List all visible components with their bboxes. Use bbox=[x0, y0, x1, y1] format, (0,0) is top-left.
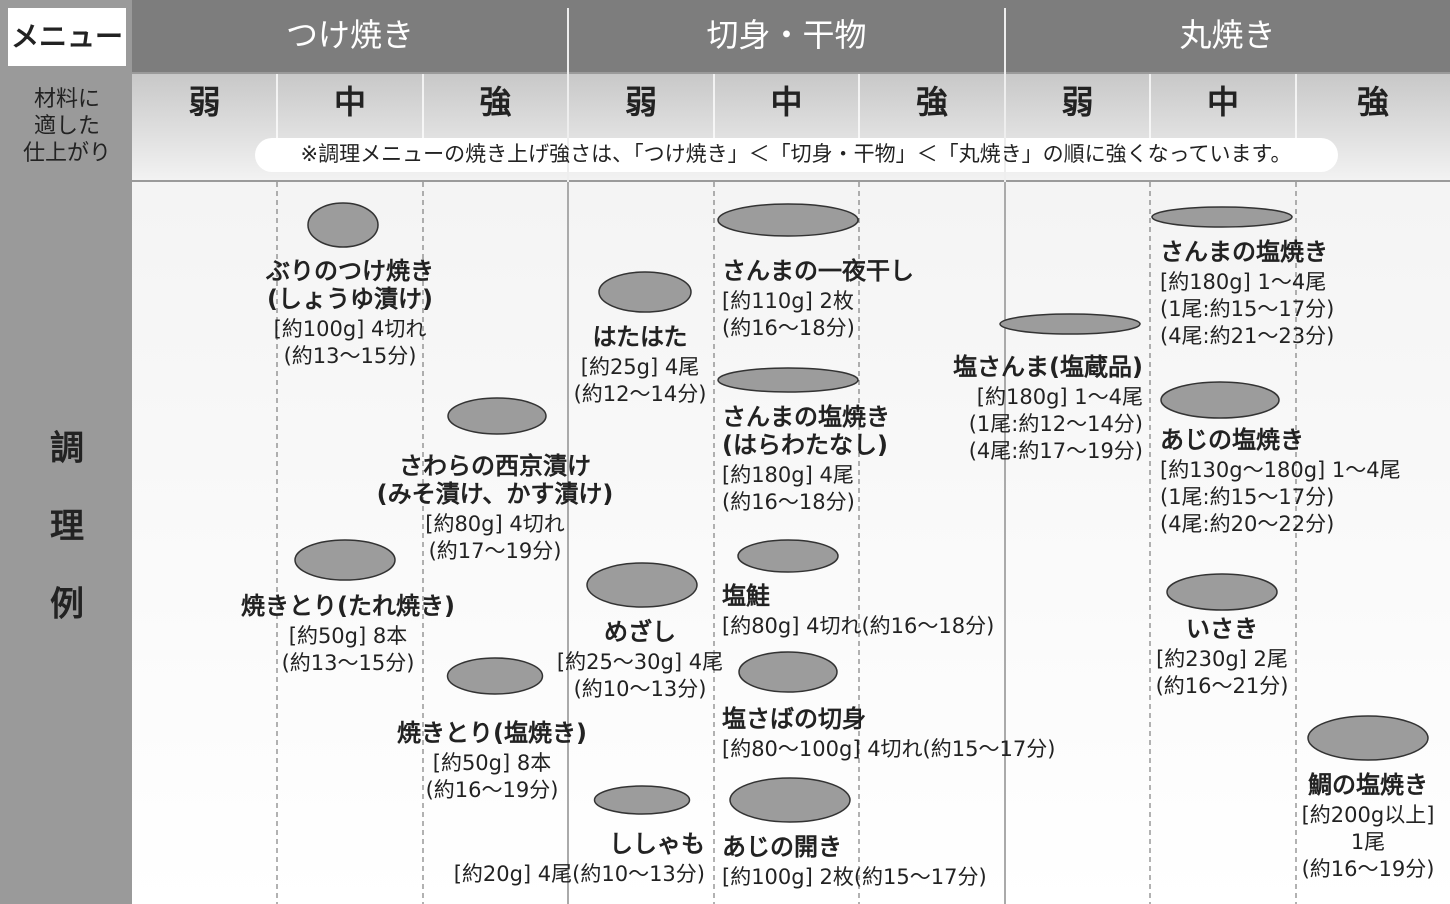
fish-icon bbox=[1307, 715, 1429, 761]
examples-label: 例 bbox=[50, 585, 84, 625]
item-detail: [約25〜30g] 4尾 bbox=[557, 650, 723, 674]
fish-icon bbox=[307, 202, 379, 248]
finish-label: 仕上がり bbox=[23, 141, 111, 166]
level-label: 中 bbox=[770, 83, 802, 121]
item-detail: (約16〜18分) bbox=[722, 490, 855, 514]
level-label: 弱 bbox=[188, 83, 220, 121]
fish-icon bbox=[294, 539, 396, 581]
item-name: はたはた bbox=[592, 323, 687, 351]
level-label: 強 bbox=[479, 83, 511, 121]
fish-icon bbox=[717, 367, 859, 393]
fish-icon bbox=[446, 657, 544, 695]
item-name: めざし bbox=[604, 618, 676, 646]
fish-icon bbox=[586, 562, 698, 608]
level-label: 強 bbox=[916, 83, 948, 121]
item-detail: [約110g] 2枚 bbox=[722, 289, 854, 313]
item-detail: [約100g] 2枚(約15〜17分) bbox=[722, 865, 987, 889]
item-detail: [約80g] 4切れ(約16〜18分) bbox=[722, 614, 994, 638]
fish-icon bbox=[1160, 381, 1280, 419]
item-detail: [約130g〜180g] 1〜4尾 bbox=[1160, 458, 1401, 482]
item-name: 焼きとり(たれ焼き) bbox=[241, 592, 455, 620]
item-detail: (4尾:約17〜19分) bbox=[969, 439, 1143, 463]
header-row bbox=[132, 0, 1450, 72]
level-label: 強 bbox=[1357, 83, 1389, 121]
item-detail: [約180g] 1〜4尾 bbox=[977, 385, 1143, 409]
item-detail: [約100g] 4切れ bbox=[274, 317, 427, 341]
item-detail: 1尾 bbox=[1351, 830, 1385, 854]
item-detail: (約13〜15分) bbox=[284, 344, 417, 368]
item-detail: (約16〜21分) bbox=[1156, 674, 1289, 698]
item-detail: [約25g] 4尾 bbox=[581, 355, 699, 379]
item-name: 塩鮭 bbox=[722, 582, 770, 610]
item-name: 塩さんま(塩蔵品) bbox=[953, 353, 1143, 381]
item-name: あじの開き bbox=[722, 833, 842, 861]
item-name: 鯛の塩焼き bbox=[1308, 771, 1428, 799]
fish-icon bbox=[593, 785, 691, 815]
fish-icon bbox=[447, 397, 547, 435]
item-detail: [約230g] 2尾 bbox=[1156, 647, 1288, 671]
finish-label: 材料に bbox=[34, 87, 100, 112]
item-detail: (約13〜15分) bbox=[282, 651, 415, 675]
item-detail: [約20g] 4尾(約10〜13分) bbox=[454, 862, 705, 886]
group-label: 切身・干物 bbox=[706, 16, 866, 54]
item-detail: (約12〜14分) bbox=[574, 382, 707, 406]
item-name: (みそ漬け、かす漬け) bbox=[377, 480, 614, 508]
item-detail: [約180g] 4尾 bbox=[722, 463, 854, 487]
fish-icon bbox=[999, 313, 1141, 335]
item-name: いさき bbox=[1186, 615, 1258, 643]
item-detail: (1尾:約15〜17分) bbox=[1160, 485, 1334, 509]
item-detail: (約16〜19分) bbox=[426, 778, 559, 802]
fish-icon bbox=[729, 777, 851, 823]
item-name: さんまの一夜干し bbox=[722, 257, 914, 285]
item-detail: (約10〜13分) bbox=[574, 677, 707, 701]
item-name: ぶりのつけ焼き bbox=[265, 257, 434, 285]
group-label: つけ焼き bbox=[286, 16, 414, 54]
item-detail: (1尾:約12〜14分) bbox=[969, 412, 1143, 436]
item-name: ししゃも bbox=[609, 830, 705, 858]
item-name: さわらの西京漬け bbox=[399, 452, 591, 480]
item-name: さんまの塩焼き bbox=[1160, 238, 1328, 266]
item-name: (はらわたなし) bbox=[722, 431, 888, 459]
note-bubble bbox=[255, 138, 1338, 172]
level-label: 中 bbox=[1207, 83, 1239, 121]
item-detail: (1尾:約15〜17分) bbox=[1160, 297, 1334, 321]
item-detail: (約17〜19分) bbox=[429, 539, 562, 563]
group-label: 丸焼き bbox=[1179, 16, 1275, 54]
examples-label: 調 bbox=[50, 429, 84, 469]
finish-label: 適した bbox=[34, 114, 100, 139]
fish-icon bbox=[1166, 573, 1278, 611]
item-detail: [約50g] 8本 bbox=[433, 751, 551, 775]
fish-icon bbox=[737, 539, 839, 573]
item-name: さんまの塩焼き bbox=[722, 403, 890, 431]
item-detail: [約50g] 8本 bbox=[289, 624, 407, 648]
fish-icon bbox=[598, 271, 692, 313]
level-label: 弱 bbox=[625, 83, 657, 121]
item-name: 塩さばの切身 bbox=[722, 705, 866, 733]
examples-label: 理 bbox=[50, 507, 84, 547]
menu-label: メニュー bbox=[11, 20, 123, 53]
menu-cell bbox=[8, 8, 126, 66]
item-detail: (4尾:約20〜22分) bbox=[1160, 512, 1334, 536]
fish-icon bbox=[717, 203, 859, 237]
level-label: 弱 bbox=[1061, 83, 1093, 121]
level-label: 中 bbox=[334, 83, 366, 121]
fish-icon bbox=[1151, 206, 1293, 228]
item-detail: (約16〜18分) bbox=[722, 316, 855, 340]
item-detail: [約180g] 1〜4尾 bbox=[1160, 270, 1326, 294]
item-name: (しょうゆ漬け) bbox=[267, 285, 433, 313]
item-detail: [約80〜100g] 4切れ(約15〜17分) bbox=[722, 737, 1055, 761]
item-detail: [約80g] 4切れ bbox=[425, 512, 564, 536]
note: ※調理メニューの焼き上げ強さは、「つけ焼き」＜「切身・干物」＜「丸焼き」の順に強… bbox=[301, 142, 1292, 166]
item-name: 焼きとり(塩焼き) bbox=[397, 719, 587, 747]
item-detail: (4尾:約21〜23分) bbox=[1160, 324, 1334, 348]
fish-icon bbox=[738, 651, 838, 693]
item-name: あじの塩焼き bbox=[1160, 426, 1304, 454]
item-detail: (約16〜19分) bbox=[1302, 857, 1435, 881]
item-detail: [約200g以上] bbox=[1302, 803, 1435, 827]
